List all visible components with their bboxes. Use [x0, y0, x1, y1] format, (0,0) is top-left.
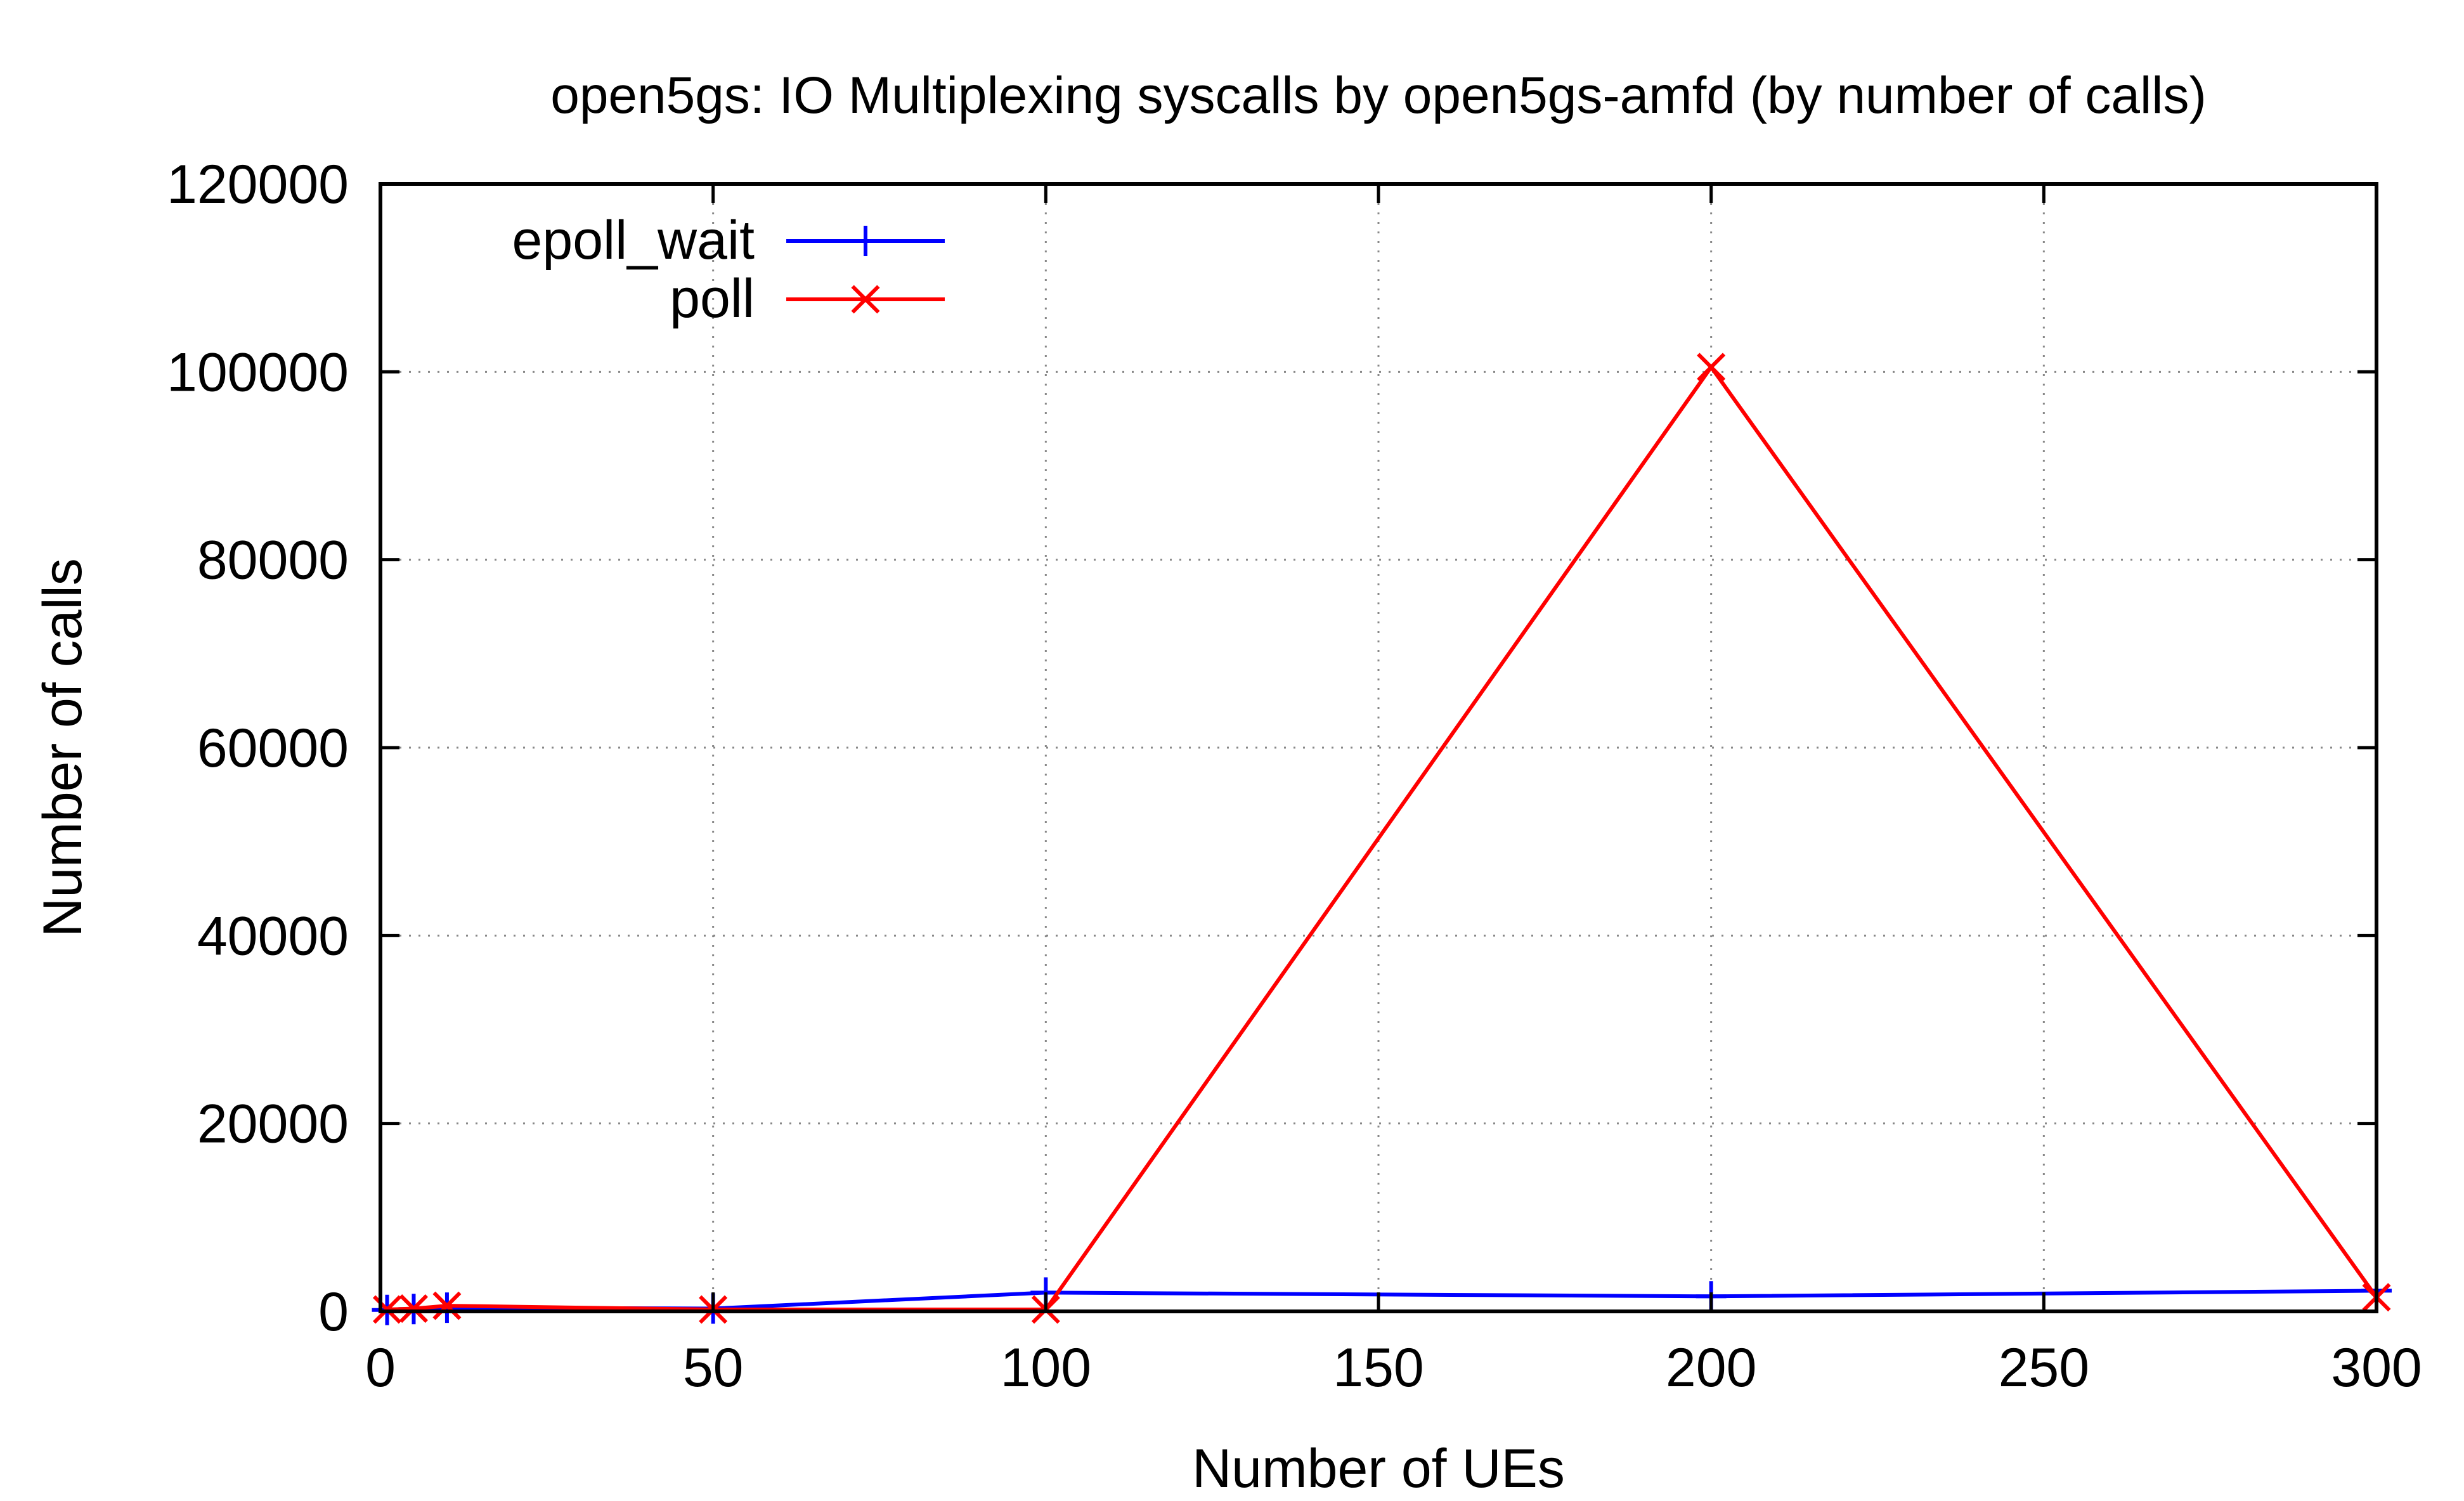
series-line-epoll-wait: [387, 1289, 2377, 1312]
data-point-poll: [1697, 353, 1726, 382]
y-tick-label: 40000: [197, 906, 349, 966]
legend-item-poll: poll: [670, 268, 945, 329]
x-tick-label: 250: [1999, 1337, 2090, 1398]
grid-lines: [380, 184, 2376, 1311]
legend-label: epoll_wait: [512, 210, 755, 271]
legend-item-epoll-wait: epoll_wait: [512, 210, 945, 271]
y-tick-label: 100000: [167, 342, 349, 403]
y-axis-label: Number of calls: [32, 558, 93, 937]
x-tick-label: 150: [1333, 1337, 1424, 1398]
plot-frame: [379, 182, 2378, 1313]
y-tick-label: 80000: [197, 530, 349, 591]
y-tick-label: 60000: [197, 718, 349, 779]
x-tick-label: 300: [2331, 1337, 2422, 1398]
x-tick-label: 100: [1001, 1337, 1092, 1398]
x-tick-label: 0: [365, 1337, 396, 1398]
series-line-poll: [387, 365, 2378, 1312]
legend-marker: [851, 285, 880, 314]
data-point-poll: [432, 1291, 462, 1320]
plot-border: [379, 182, 2378, 1313]
x-tick-label: 50: [683, 1337, 744, 1398]
x-tick-label: 200: [1666, 1337, 1757, 1398]
data-point-poll: [399, 1294, 428, 1323]
legend-label: poll: [670, 268, 755, 329]
x-axis-label: Number of UEs: [1192, 1438, 1565, 1498]
y-tick-label: 20000: [197, 1094, 349, 1155]
chart-title: open5gs: IO Multiplexing syscalls by ope…: [550, 67, 2207, 124]
axis-ticks: 0 50 100 150 200 250 300 0 20000 40000 60000 80000 1…: [167, 154, 2422, 1398]
plot-series: [372, 353, 2392, 1325]
y-tick-label: 120000: [167, 154, 349, 215]
y-tick-label: 0: [318, 1282, 349, 1342]
